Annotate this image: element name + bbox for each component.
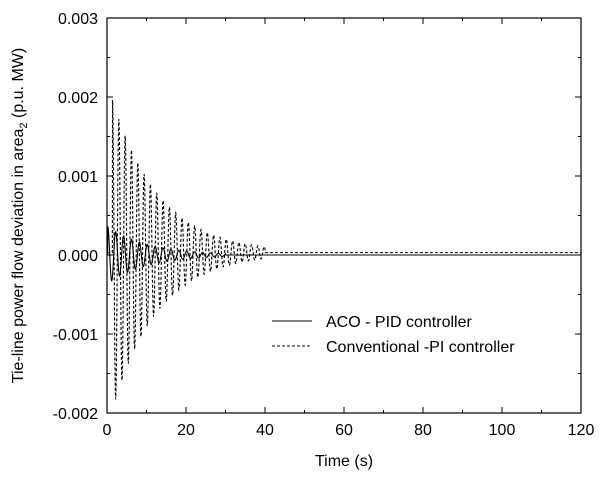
x-tick-label: 80	[414, 422, 432, 439]
x-tick-label: 20	[177, 422, 195, 439]
x-tick-label: 60	[335, 422, 353, 439]
tick-labels: 0 20 40 60 80 100 120 -0.002 -0.001 0.000 0.001 0.0…	[53, 11, 595, 439]
series-line-0	[107, 226, 581, 282]
y-tick-label: 0.003	[58, 11, 98, 28]
axis-ticks	[106, 17, 582, 414]
x-tick-label: 0	[103, 422, 112, 439]
legend-label-conventional-pi: Conventional -PI controller	[326, 339, 515, 356]
x-tick-label: 40	[256, 422, 274, 439]
y-axis-title: Tie-line power flow deviation in area2 (…	[10, 48, 30, 383]
y-tick-label: 0.002	[58, 90, 98, 107]
x-axis-title: Time (s)	[315, 453, 373, 470]
series-layer	[107, 100, 581, 400]
series-line-1	[107, 100, 581, 400]
y-tick-label: 0.000	[58, 248, 98, 265]
legend-label-aco-pid: ACO - PID controller	[326, 314, 472, 331]
y-axis-title-main: Tie-line power flow deviation in area	[10, 128, 27, 383]
x-tick-label: 120	[568, 422, 595, 439]
y-tick-label: -0.002	[53, 406, 98, 423]
legend: ACO - PID controller Conventional -PI co…	[272, 314, 515, 356]
x-tick-label: 100	[489, 422, 516, 439]
y-axis-title-subscript: 2	[18, 122, 30, 128]
y-tick-label: -0.001	[53, 327, 98, 344]
y-tick-label: 0.001	[58, 169, 98, 186]
y-axis-title-units: (p.u. MW)	[10, 48, 27, 123]
